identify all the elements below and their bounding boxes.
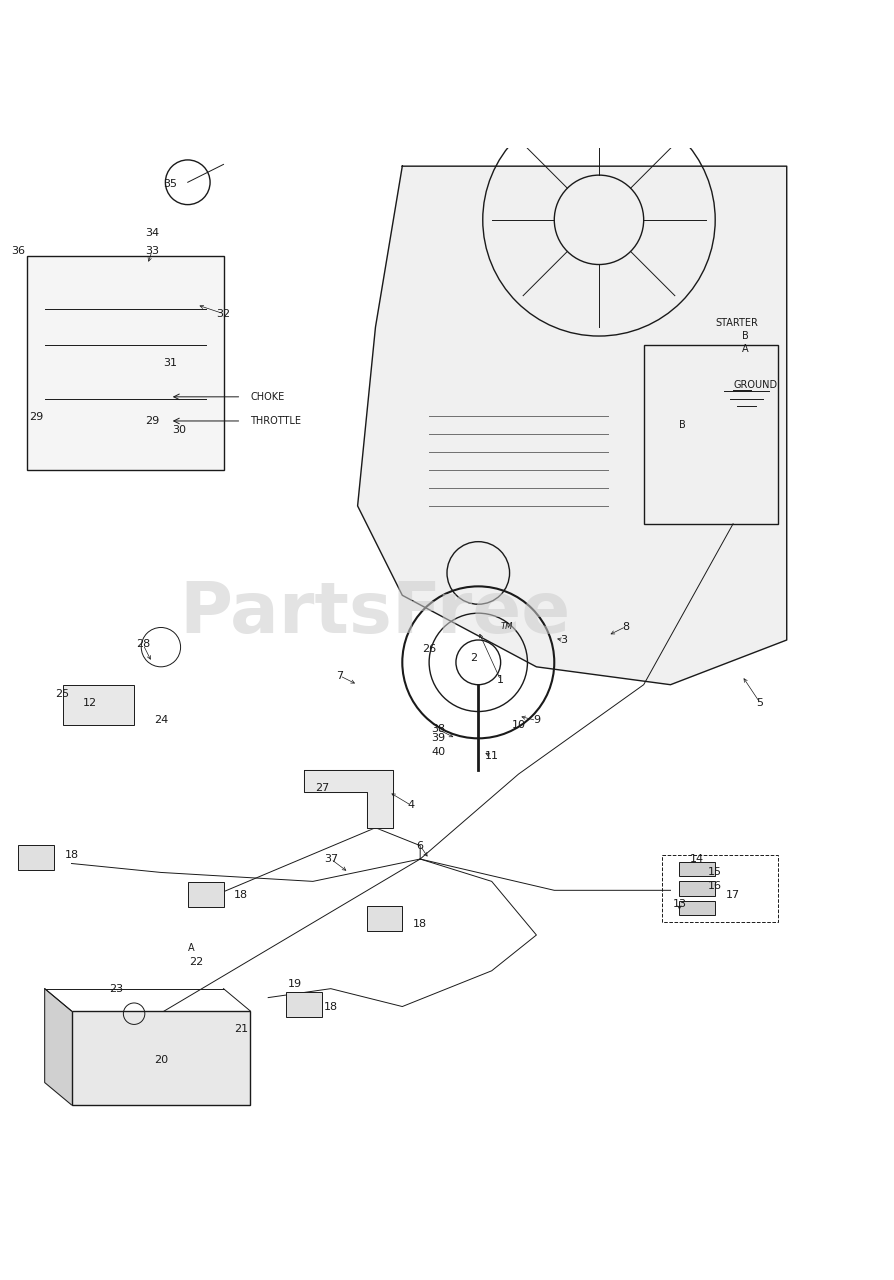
- Text: TM: TM: [501, 622, 513, 631]
- Bar: [27, 256, 224, 470]
- Text: 15: 15: [708, 868, 722, 878]
- Text: 29: 29: [29, 411, 43, 421]
- FancyBboxPatch shape: [286, 992, 322, 1018]
- Text: 19: 19: [288, 979, 302, 989]
- Text: 20: 20: [154, 1055, 168, 1065]
- Text: PartsFree: PartsFree: [180, 579, 571, 648]
- Text: 8: 8: [622, 622, 629, 631]
- Text: 10: 10: [511, 719, 526, 730]
- Bar: [662, 855, 778, 922]
- Bar: [72, 1011, 250, 1105]
- Bar: [679, 882, 715, 896]
- Text: 14: 14: [690, 854, 704, 864]
- Polygon shape: [358, 166, 787, 685]
- Text: 18: 18: [324, 1001, 338, 1011]
- Text: 1: 1: [497, 676, 504, 685]
- Text: 18: 18: [413, 919, 427, 929]
- Text: 22: 22: [190, 957, 204, 966]
- Text: STARTER: STARTER: [715, 317, 758, 328]
- Text: 24: 24: [154, 716, 168, 726]
- Text: 9: 9: [533, 716, 540, 726]
- Text: 29: 29: [145, 416, 159, 426]
- Text: 17: 17: [726, 890, 740, 900]
- Text: 30: 30: [172, 425, 186, 435]
- Text: 12: 12: [82, 698, 97, 708]
- Bar: [679, 861, 715, 876]
- Text: 40: 40: [431, 746, 445, 756]
- Text: B: B: [742, 332, 749, 340]
- Bar: [679, 901, 715, 915]
- Text: 16: 16: [708, 881, 722, 891]
- Text: 13: 13: [672, 899, 687, 909]
- Text: GROUND: GROUND: [733, 380, 777, 390]
- Text: B: B: [679, 420, 687, 430]
- Text: 21: 21: [234, 1024, 249, 1034]
- Text: 5: 5: [756, 698, 763, 708]
- Text: 39: 39: [431, 733, 445, 744]
- Text: THROTTLE: THROTTLE: [250, 416, 301, 426]
- Text: CHOKE: CHOKE: [250, 392, 284, 402]
- Text: 23: 23: [109, 983, 123, 993]
- Text: 25: 25: [55, 689, 70, 699]
- Text: 18: 18: [64, 850, 79, 860]
- Text: 6: 6: [417, 841, 424, 851]
- Bar: [63, 685, 134, 724]
- Polygon shape: [304, 769, 393, 828]
- Text: 28: 28: [136, 640, 150, 649]
- Polygon shape: [45, 988, 72, 1105]
- Text: 37: 37: [324, 854, 338, 864]
- Text: 26: 26: [422, 644, 436, 654]
- Text: 31: 31: [163, 358, 177, 367]
- Text: 34: 34: [145, 228, 159, 238]
- Text: 11: 11: [485, 751, 499, 762]
- Text: 27: 27: [315, 782, 329, 792]
- Text: 18: 18: [234, 890, 249, 900]
- Text: 35: 35: [163, 179, 177, 189]
- FancyBboxPatch shape: [367, 906, 402, 932]
- Text: 32: 32: [216, 308, 231, 319]
- Text: A: A: [742, 344, 748, 355]
- Text: 3: 3: [560, 635, 567, 645]
- Text: 33: 33: [145, 246, 159, 256]
- Text: 38: 38: [431, 724, 445, 735]
- Text: 36: 36: [11, 246, 25, 256]
- FancyBboxPatch shape: [188, 882, 224, 908]
- Bar: [644, 346, 778, 524]
- Text: 4: 4: [408, 800, 415, 810]
- Text: 7: 7: [336, 671, 343, 681]
- Text: A: A: [188, 943, 194, 954]
- Text: 2: 2: [470, 653, 477, 663]
- FancyBboxPatch shape: [18, 845, 54, 869]
